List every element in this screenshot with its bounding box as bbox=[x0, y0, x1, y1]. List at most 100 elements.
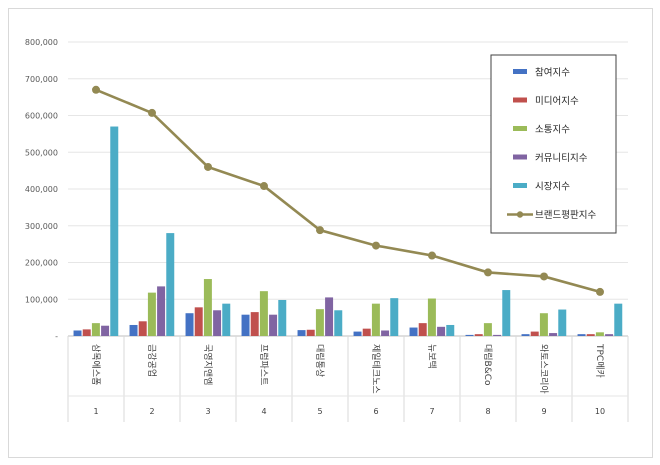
x-tick-label: 국영지앤엠 bbox=[202, 344, 214, 385]
bar-시장지수-4 bbox=[278, 299, 287, 336]
y-tick-label: 800,000 bbox=[25, 38, 58, 47]
bar-소통지수-9 bbox=[539, 313, 548, 336]
bar-커뮤니티지수-6 bbox=[381, 330, 390, 336]
rank-label: 2 bbox=[149, 407, 154, 416]
bar-시장지수-10 bbox=[614, 303, 623, 336]
bar-참여지수-2 bbox=[129, 324, 138, 336]
rank-label: 8 bbox=[485, 407, 490, 416]
bar-시장지수-5 bbox=[334, 310, 343, 336]
bar-미디어지수-1 bbox=[82, 329, 91, 336]
bar-커뮤니티지수-10 bbox=[605, 334, 614, 336]
bar-시장지수-9 bbox=[558, 309, 567, 336]
bar-소통지수-7 bbox=[427, 298, 436, 336]
bar-소통지수-6 bbox=[371, 303, 380, 336]
rank-label: 3 bbox=[205, 407, 210, 416]
line-브랜드평판지수 bbox=[95, 88, 601, 294]
line-point-5 bbox=[316, 226, 324, 235]
bar-커뮤니티지수-9 bbox=[549, 333, 558, 336]
bar-소통지수-5 bbox=[315, 309, 324, 336]
legend-label: 소통지수 bbox=[535, 125, 570, 136]
y-tick-label: 500,000 bbox=[25, 148, 58, 157]
line-point-6 bbox=[372, 241, 380, 250]
rank-label: 6 bbox=[373, 407, 378, 416]
bar-참여지수-4 bbox=[241, 314, 250, 336]
line-series bbox=[92, 85, 604, 296]
bar-미디어지수-8 bbox=[474, 334, 483, 336]
y-tick-label: 400,000 bbox=[25, 185, 58, 194]
line-point-2 bbox=[148, 108, 156, 117]
bar-미디어지수-6 bbox=[362, 328, 371, 336]
y-tick-label: 200,000 bbox=[25, 259, 58, 268]
rank-label: 4 bbox=[261, 407, 266, 416]
x-tick-label: TPC메카 bbox=[594, 343, 605, 378]
bar-참여지수-5 bbox=[297, 330, 306, 336]
bar-참여지수-7 bbox=[409, 327, 418, 336]
bar-미디어지수-5 bbox=[306, 329, 315, 336]
bar-미디어지수-2 bbox=[138, 321, 147, 336]
rank-label: 7 bbox=[429, 407, 434, 416]
x-tick-label: 금강공업 bbox=[146, 344, 157, 377]
bar-미디어지수-9 bbox=[530, 331, 539, 336]
bar-참여지수-6 bbox=[353, 331, 362, 336]
y-tick-label: 600,000 bbox=[25, 112, 58, 121]
legend-label: 커뮤니티지수 bbox=[535, 153, 588, 164]
bar-커뮤니티지수-4 bbox=[269, 314, 278, 336]
x-tick-label: 뉴보텍 bbox=[426, 344, 437, 369]
bar-커뮤니티지수-2 bbox=[157, 286, 166, 336]
bar-커뮤니티지수-5 bbox=[325, 297, 334, 336]
legend-label: 미디어지수 bbox=[535, 96, 579, 107]
x-tick-label: 프럼파스트 bbox=[258, 344, 270, 385]
line-point-7 bbox=[428, 251, 436, 260]
rank-label: 9 bbox=[541, 407, 546, 416]
bar-시장지수-1 bbox=[110, 126, 119, 337]
x-axis: 삼목에스폼 1 금강공업 2 국영지앤엠 3 프럼파스트 4 대림통상 5 제일테크노스 6 뉴보텍 7 대… bbox=[67, 336, 629, 422]
line-point-1 bbox=[92, 85, 100, 94]
bar-참여지수-1 bbox=[73, 330, 82, 336]
line-point-3 bbox=[204, 162, 212, 171]
x-tick-label: 제일테크노스 bbox=[370, 344, 381, 394]
y-tick-label: - bbox=[55, 332, 58, 341]
bar-시장지수-2 bbox=[166, 233, 175, 336]
y-axis-ticks: - 100,000 200,000 300,000 400,000 500,000 600,… bbox=[25, 38, 58, 341]
bar-커뮤니티지수-7 bbox=[437, 326, 446, 336]
bar-미디어지수-10 bbox=[586, 334, 595, 336]
line-point-4 bbox=[260, 182, 268, 191]
bar-소통지수-8 bbox=[483, 323, 492, 336]
legend-swatch bbox=[513, 97, 527, 103]
bar-시장지수-3 bbox=[222, 303, 231, 336]
bar-커뮤니티지수-8 bbox=[493, 334, 502, 336]
legend-swatch bbox=[513, 183, 527, 188]
bar-미디어지수-3 bbox=[194, 307, 203, 336]
x-tick-label: 삼목에스폼 bbox=[90, 344, 101, 385]
bar-참여지수-8 bbox=[465, 334, 474, 336]
bar-참여지수-3 bbox=[185, 313, 194, 336]
y-tick-label: 700,000 bbox=[25, 75, 58, 84]
x-tick-label: 와토스코리아 bbox=[538, 344, 550, 394]
bar-커뮤니티지수-3 bbox=[213, 310, 222, 336]
bar-소통지수-2 bbox=[147, 292, 156, 336]
bar-참여지수-10 bbox=[577, 334, 586, 336]
rank-label: 1 bbox=[93, 407, 98, 416]
bar-미디어지수-4 bbox=[250, 312, 259, 336]
legend-label: 참여지수 bbox=[535, 67, 570, 79]
y-tick-label: 100,000 bbox=[25, 295, 58, 304]
legend-line-marker bbox=[516, 211, 524, 218]
line-point-10 bbox=[596, 287, 604, 296]
bar-시장지수-7 bbox=[446, 324, 455, 336]
bar-소통지수-4 bbox=[259, 291, 268, 336]
bar-소통지수-1 bbox=[91, 323, 100, 336]
bar-소통지수-10 bbox=[595, 332, 604, 336]
legend-swatch bbox=[513, 154, 527, 160]
legend-label: 브랜드평판지수 bbox=[535, 210, 596, 221]
bar-커뮤니티지수-1 bbox=[101, 325, 110, 336]
rank-label: 10 bbox=[595, 407, 605, 416]
line-point-9 bbox=[540, 272, 548, 281]
x-tick-label: 대림통상 bbox=[314, 344, 326, 377]
bar-시장지수-6 bbox=[390, 298, 399, 336]
legend-box bbox=[490, 54, 617, 234]
y-tick-label: 300,000 bbox=[25, 222, 58, 231]
legend-swatch bbox=[513, 69, 527, 74]
bar-참여지수-9 bbox=[521, 334, 530, 336]
